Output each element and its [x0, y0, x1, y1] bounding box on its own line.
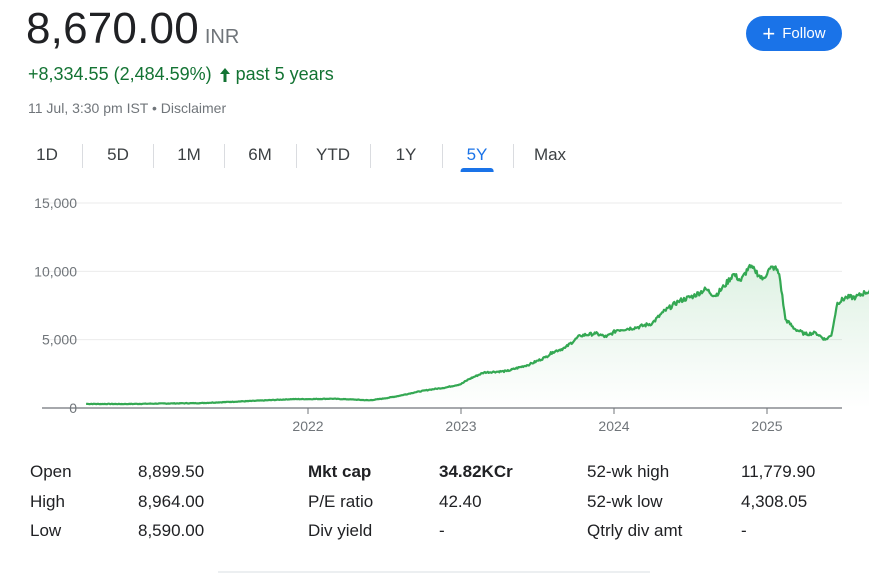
stat-value: 34.82KCr [439, 462, 513, 481]
arrow-up-icon [219, 67, 231, 83]
disclaimer-link[interactable]: Disclaimer [160, 100, 227, 116]
stat-value: 8,964.00 [138, 491, 205, 511]
price-change: +8,334.55 (2,484.59%) past 5 years [28, 64, 334, 85]
stat-value: 8,899.50 [138, 462, 205, 481]
follow-button[interactable]: + Follow [746, 16, 842, 51]
bottom-divider [218, 571, 650, 573]
change-period: past 5 years [235, 64, 334, 84]
tab-separator [442, 144, 443, 168]
stat-label: Low [30, 521, 62, 540]
stat-value: - [439, 521, 445, 540]
tab-separator [296, 144, 297, 168]
follow-label: Follow [782, 25, 826, 42]
tab-max[interactable]: Max [533, 145, 567, 164]
stat-label: 52-wk low [587, 491, 663, 511]
stat-label: Open [30, 462, 72, 481]
x-tick-label: 2024 [598, 418, 629, 434]
tab-separator [224, 144, 225, 168]
stat-label: 52-wk high [587, 462, 670, 481]
plus-icon: + [762, 20, 776, 46]
timestamp: 11 Jul, 3:30 pm IST [28, 100, 149, 116]
stat-label: High [30, 491, 65, 511]
meta-separator: • [152, 100, 157, 116]
stat-value: 8,590.00 [138, 521, 205, 540]
y-tick-label: 5,000 [42, 332, 77, 348]
stat-value: 4,308.05 [741, 491, 808, 511]
stat-value: - [741, 521, 747, 540]
range-tabs: 1D 5D 1M 6M YTD 1Y 5Y Max [0, 140, 869, 174]
tab-separator [370, 144, 371, 168]
price-area [86, 265, 869, 408]
tab-ytd[interactable]: YTD [316, 145, 350, 164]
x-tick-label: 2022 [292, 418, 323, 434]
current-price: 8,670.00 INR [26, 4, 239, 54]
currency-label: INR [204, 26, 240, 48]
stat-label: Div yield [308, 521, 373, 540]
stat-label: Qtrly div amt [587, 521, 683, 540]
x-tick-label: 2023 [445, 418, 476, 434]
price-value: 8,670.00 [26, 4, 199, 53]
tab-5d[interactable]: 5D [107, 145, 129, 164]
stat-label: Mkt cap [308, 462, 372, 481]
tab-5y[interactable]: 5Y [460, 140, 494, 172]
y-tick-label: 10,000 [34, 263, 77, 279]
tab-separator [513, 144, 514, 168]
tab-separator [153, 144, 154, 168]
x-tick-label: 2025 [751, 418, 782, 434]
tab-separator [82, 144, 83, 168]
stat-value: 42.40 [439, 491, 482, 511]
stat-value: 11,779.90 [741, 462, 816, 481]
active-tab-indicator [460, 168, 494, 172]
tab-1d[interactable]: 1D [36, 145, 58, 164]
change-value: +8,334.55 (2,484.59%) [28, 64, 212, 84]
quote-meta: 11 Jul, 3:30 pm IST • Disclaimer [28, 100, 226, 116]
y-tick-label: 15,000 [34, 195, 77, 211]
price-line [86, 263, 869, 406]
tab-6m[interactable]: 6M [248, 145, 272, 164]
tab-1m[interactable]: 1M [177, 145, 201, 164]
tab-1y[interactable]: 1Y [395, 145, 417, 164]
stat-label: P/E ratio [308, 491, 374, 511]
